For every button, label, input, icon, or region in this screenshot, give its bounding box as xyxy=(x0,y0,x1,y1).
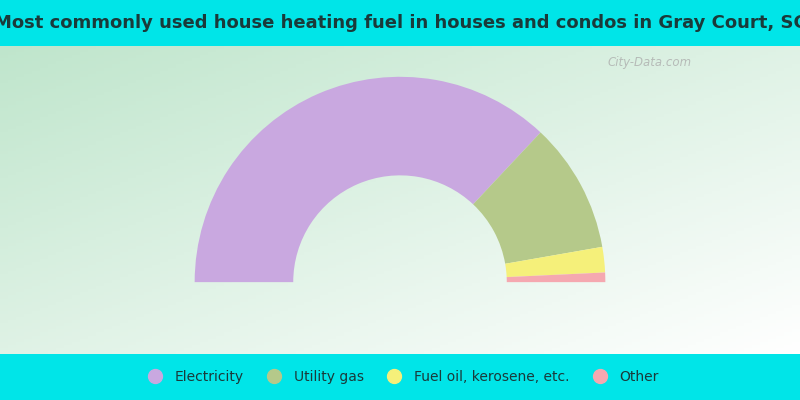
Legend: Electricity, Utility gas, Fuel oil, kerosene, etc., Other: Electricity, Utility gas, Fuel oil, kero… xyxy=(136,364,664,390)
Wedge shape xyxy=(194,77,541,282)
Text: Most commonly used house heating fuel in houses and condos in Gray Court, SC: Most commonly used house heating fuel in… xyxy=(0,14,800,32)
Wedge shape xyxy=(506,272,606,282)
Text: City-Data.com: City-Data.com xyxy=(607,56,691,69)
Wedge shape xyxy=(473,132,602,264)
Wedge shape xyxy=(505,247,605,277)
